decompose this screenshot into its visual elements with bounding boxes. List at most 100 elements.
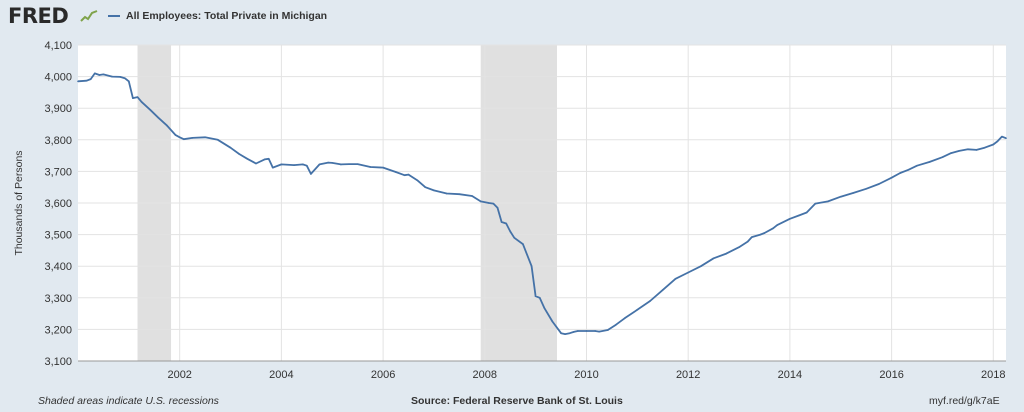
data-point	[839, 195, 842, 198]
y-tick-label: 3,100	[44, 356, 72, 368]
y-tick-label: 3,300	[44, 293, 72, 305]
data-point	[136, 96, 139, 98]
data-point	[814, 202, 817, 205]
data-point	[318, 163, 321, 166]
data-point	[513, 236, 516, 239]
data-point	[424, 186, 427, 188]
data-point	[907, 169, 910, 171]
data-point	[899, 172, 902, 174]
data-point	[759, 233, 762, 236]
trend-chart-icon	[80, 9, 98, 23]
line-chart[interactable]: 3,100 3,200 3,300 3,400 3,500 3,600 3,700 3,800…	[0, 36, 1024, 392]
x-tick-label: 2012	[676, 369, 700, 381]
y-tick-label: 3,800	[44, 135, 72, 147]
data-point	[263, 158, 266, 161]
data-point	[369, 166, 372, 168]
x-tick-label: 2010	[574, 369, 598, 381]
data-point	[661, 289, 664, 291]
data-point	[246, 157, 249, 160]
data-point	[433, 189, 435, 192]
data-point	[996, 140, 999, 143]
data-point	[992, 143, 995, 146]
data-point	[293, 164, 295, 166]
data-point	[255, 162, 257, 165]
x-tick-label: 2004	[269, 369, 293, 381]
data-point	[958, 150, 961, 152]
y-tick-label: 4,100	[44, 40, 72, 52]
data-point	[750, 236, 753, 238]
data-point	[763, 232, 766, 234]
y-tick-label: 3,400	[44, 261, 72, 273]
data-point	[975, 149, 978, 151]
data-point	[238, 153, 240, 155]
data-point	[805, 211, 808, 214]
data-point	[607, 329, 609, 331]
data-point	[594, 330, 596, 332]
data-point	[636, 309, 639, 311]
data-point	[534, 295, 537, 298]
data-point	[123, 77, 126, 79]
data-point	[649, 300, 651, 302]
data-point	[712, 257, 715, 260]
data-point	[102, 73, 105, 76]
data-point	[746, 240, 749, 243]
data-point	[149, 108, 152, 111]
data-point	[1001, 135, 1003, 138]
data-point	[577, 330, 579, 332]
x-tick-label: 2016	[879, 369, 903, 381]
source-note: Source: Federal Reserve Bank of St. Loui…	[411, 395, 623, 407]
data-point	[356, 163, 359, 165]
data-point	[598, 330, 601, 333]
data-point	[560, 332, 562, 334]
data-point	[166, 124, 168, 127]
data-point	[568, 332, 571, 334]
chart-header: FRED All Employees: Total Private in Mic…	[0, 0, 1024, 36]
data-point	[564, 333, 566, 335]
data-point	[267, 157, 270, 160]
data-point	[509, 230, 512, 233]
data-point	[395, 171, 397, 173]
data-point	[471, 195, 473, 197]
data-point	[878, 183, 880, 185]
data-point	[310, 173, 312, 175]
data-point	[458, 193, 461, 195]
data-point	[271, 166, 274, 169]
y-axis-label: Thousands of Persons	[13, 150, 25, 255]
data-point	[204, 136, 206, 139]
x-tick-label: 2014	[778, 369, 802, 381]
data-point	[132, 97, 134, 99]
data-point	[538, 297, 541, 299]
data-point	[407, 173, 410, 176]
data-point	[77, 80, 79, 83]
x-tick-label: 2008	[473, 369, 497, 381]
data-point	[941, 156, 944, 158]
data-point	[827, 200, 829, 203]
data-point	[674, 278, 677, 280]
data-point	[865, 187, 867, 190]
data-point	[306, 164, 308, 167]
data-point	[174, 134, 177, 136]
data-point	[85, 79, 88, 82]
data-point	[382, 166, 384, 169]
data-point	[738, 246, 740, 249]
fred-logo[interactable]: FRED	[8, 4, 69, 28]
x-tick-label: 2002	[167, 369, 191, 381]
data-point	[119, 76, 122, 78]
data-point	[551, 320, 554, 323]
short-url-link[interactable]: myf.red/g/k7aE	[929, 395, 1000, 407]
data-point	[687, 271, 689, 274]
data-point	[140, 101, 143, 103]
data-point	[623, 317, 626, 320]
data-point	[191, 137, 194, 139]
x-tick-label: 2018	[981, 369, 1005, 381]
data-point	[776, 224, 778, 226]
data-point	[1005, 137, 1007, 140]
y-tick-label: 3,900	[44, 103, 72, 115]
data-point	[928, 161, 931, 163]
data-point	[348, 163, 350, 165]
data-point	[327, 161, 329, 164]
data-point	[572, 331, 575, 333]
data-point	[615, 323, 617, 326]
data-point	[128, 80, 130, 83]
y-tick-label: 3,200	[44, 324, 72, 336]
